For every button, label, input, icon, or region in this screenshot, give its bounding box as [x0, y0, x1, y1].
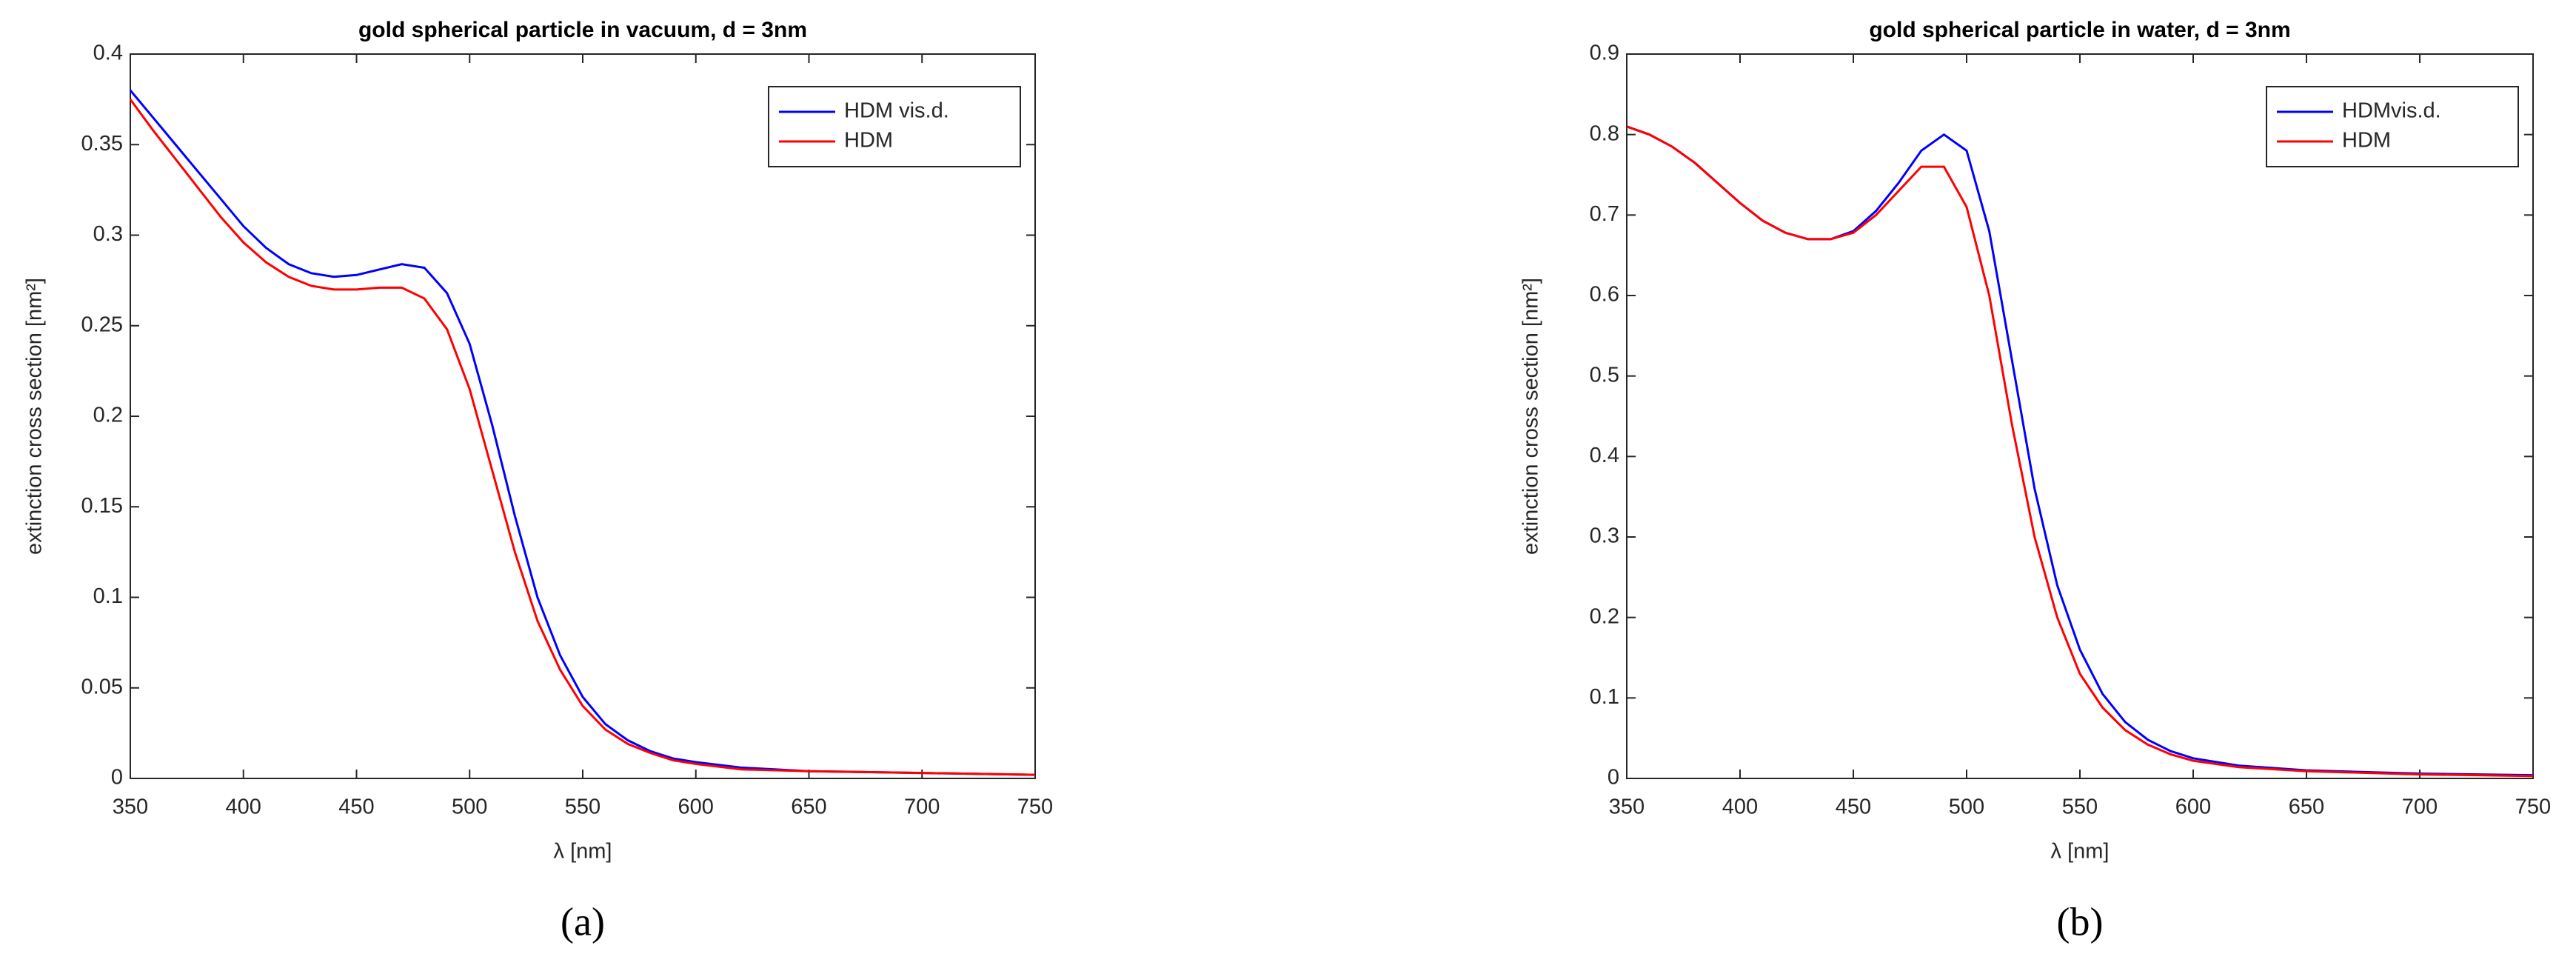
series-line [129, 89, 1036, 776]
x-tick-label: 350 [113, 795, 148, 819]
y-tick-label: 0.2 [1590, 604, 1619, 628]
y-tick-label: 0 [1608, 766, 1619, 790]
y-tick-label: 0.6 [1590, 283, 1619, 307]
legend-label: HDM [2342, 129, 2391, 153]
x-tick-label: 500 [1949, 795, 1984, 819]
legend-label: HDMvis.d. [2342, 99, 2441, 123]
y-tick-label: 0.3 [93, 222, 123, 246]
x-tick-label: 750 [1017, 795, 1053, 819]
y-tick-label: 0.3 [1590, 524, 1619, 548]
y-tick-label: 0.05 [81, 675, 123, 698]
x-tick-label: 550 [565, 795, 600, 819]
x-tick-label: 550 [2062, 795, 2098, 819]
chart: 350 400 450 500 550 600 650 700 750 0 0.1 0.2 0.3 0.4… [1519, 18, 2552, 944]
x-tick-label: 450 [1836, 795, 1871, 819]
x-tick-label: 750 [2515, 795, 2551, 819]
legend-box [768, 86, 1021, 167]
y-tick-label: 0.2 [93, 404, 123, 427]
chart-title: gold spherical particle in vacuum, d = 3… [358, 18, 807, 42]
x-tick-label: 400 [1722, 795, 1758, 819]
x-tick-label: 400 [226, 795, 261, 819]
x-tick-label: 600 [2175, 795, 2211, 819]
plot-area [130, 53, 1036, 779]
y-tick-label: 0.5 [1590, 363, 1619, 387]
y-tick-label: 0.35 [81, 132, 123, 156]
x-tick-label: 700 [904, 795, 940, 819]
y-axis-label: extinction cross section [nm²] [1519, 278, 1543, 555]
x-tick-label: 350 [1609, 795, 1645, 819]
legend-box [2266, 86, 2519, 167]
x-tick-label: 500 [452, 795, 487, 819]
y-tick-label: 0.9 [1590, 41, 1619, 65]
y-tick-label: 0.8 [1590, 121, 1619, 145]
y-tick-label: 0.15 [81, 494, 123, 518]
chart-title: gold spherical particle in water, d = 3n… [1869, 18, 2290, 42]
x-tick-label: 700 [2402, 795, 2438, 819]
y-tick-label: 0.1 [93, 584, 123, 608]
series-line [129, 99, 1036, 776]
y-tick-label: 0.4 [1590, 444, 1619, 467]
x-tick-label: 450 [338, 795, 374, 819]
y-tick-label: 0 [111, 766, 123, 790]
caption: (b) [2057, 899, 2104, 944]
legend-label: HDM vis.d. [844, 99, 949, 123]
x-tick-label: 650 [791, 795, 826, 819]
x-axis-label: λ [nm] [2051, 840, 2110, 864]
y-tick-label: 0.7 [1590, 202, 1619, 226]
chart: 350 400 450 500 550 600 650 700 750 0 0.05 0.1 0.15 0… [23, 18, 1054, 944]
legend-label: HDM [844, 129, 893, 153]
y-tick-label: 0.4 [93, 41, 123, 65]
x-axis-label: λ [nm] [554, 840, 612, 864]
caption: (a) [561, 899, 605, 944]
y-axis-label: extinction cross section [nm²] [23, 278, 47, 555]
x-tick-label: 600 [678, 795, 714, 819]
plot-area [1626, 53, 2534, 779]
y-tick-label: 0.25 [81, 313, 123, 336]
y-tick-label: 0.1 [1590, 685, 1619, 709]
series-line [1626, 125, 2534, 778]
x-tick-label: 650 [2289, 795, 2324, 819]
